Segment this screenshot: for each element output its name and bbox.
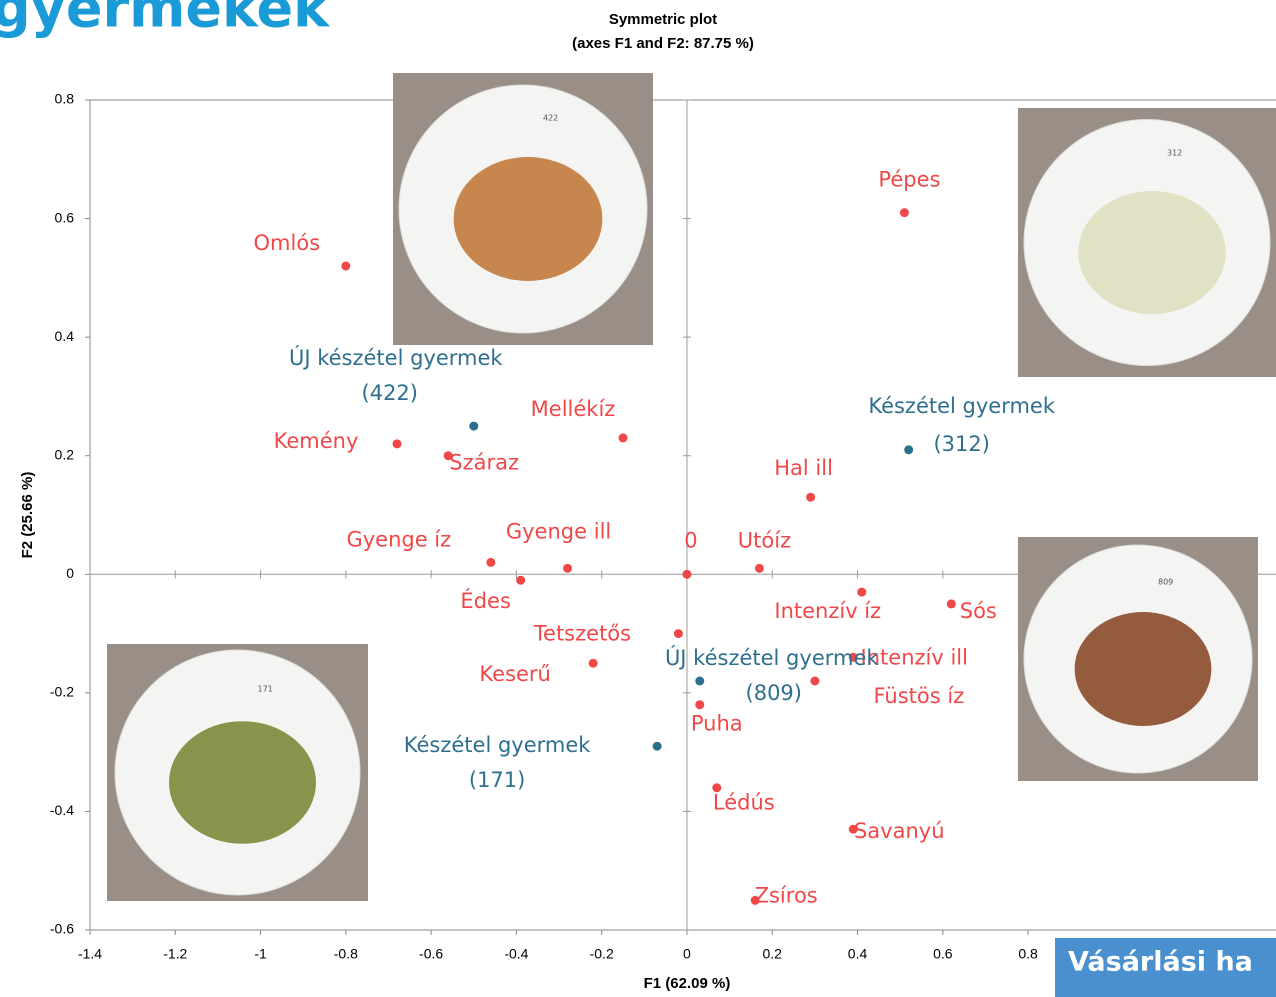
point	[516, 575, 526, 585]
point	[682, 569, 692, 579]
point-label: Zsíros	[755, 883, 818, 907]
point-label: 0	[684, 528, 697, 552]
x-tick-label: -0.2	[590, 946, 614, 962]
y-tick-label: -0.2	[50, 684, 74, 700]
point	[563, 563, 573, 573]
point-label: Hal ill	[774, 456, 833, 480]
point-label: Édes	[460, 588, 510, 613]
point-label: ÚJ készétel gyermek	[665, 645, 879, 670]
point	[652, 741, 662, 751]
point	[857, 587, 867, 597]
point-label: (422)	[362, 381, 418, 405]
point	[695, 676, 705, 686]
point-label: Intenzív ill	[861, 645, 968, 669]
point-label: Pépes	[878, 168, 940, 192]
y-tick-label: -0.6	[50, 921, 74, 937]
point-label: Kemény	[274, 429, 359, 453]
x-tick-label: 0.8	[1018, 946, 1038, 962]
point-label: Füstös íz	[874, 684, 965, 708]
point	[904, 445, 914, 455]
photo-label: 171	[258, 685, 273, 694]
photo-label: 422	[543, 114, 558, 123]
point	[588, 658, 598, 668]
y-tick-label: 0.4	[55, 328, 75, 344]
food	[1074, 612, 1212, 726]
x-tick-label: -0.4	[504, 946, 528, 962]
point	[712, 783, 722, 793]
x-tick-label: -0.6	[419, 946, 443, 962]
point-label: (809)	[746, 681, 802, 705]
slide-title: gyermekek	[0, 0, 330, 40]
chart-subtitle: (axes F1 and F2: 87.75 %)	[572, 35, 754, 52]
point-label: Omlós	[254, 231, 321, 255]
x-tick-label: -0.8	[334, 946, 358, 962]
x-tick-label: -1	[254, 946, 267, 962]
point	[806, 492, 816, 502]
y-tick-label: 0	[66, 565, 74, 581]
point-label: (171)	[469, 768, 525, 792]
point-label: Utóíz	[738, 528, 791, 552]
point-label: Lédús	[713, 791, 775, 815]
x-tick-label: 0.6	[933, 946, 953, 962]
point	[750, 895, 760, 905]
point-label: Száraz	[449, 451, 519, 475]
x-tick-label: -1.4	[78, 946, 102, 962]
point	[618, 433, 628, 443]
footer-box	[1055, 938, 1276, 997]
point	[392, 439, 402, 449]
point	[341, 261, 351, 271]
photo-label: 809	[1158, 578, 1173, 587]
point	[899, 208, 909, 218]
x-tick-label: -1.2	[163, 946, 187, 962]
y-tick-label: 0.2	[55, 446, 75, 462]
point-label: Készétel gyermek	[868, 394, 1056, 418]
x-tick-label: 0.2	[763, 946, 783, 962]
point-label: Keserű	[479, 662, 550, 686]
y-tick-label: 0.6	[55, 209, 75, 225]
point	[673, 629, 683, 639]
point-label: Sós	[960, 599, 997, 623]
point	[848, 824, 858, 834]
point-label: Gyenge ill	[506, 519, 611, 543]
food	[453, 157, 603, 281]
chart-title: Symmetric plot	[609, 11, 717, 28]
food	[1078, 191, 1226, 314]
point-label: Mellékíz	[531, 397, 616, 421]
y-tick-label: -0.4	[50, 802, 74, 818]
point-label: Puha	[691, 712, 743, 736]
point-label: Készétel gyermek	[404, 733, 592, 757]
x-tick-label: 0.4	[848, 946, 868, 962]
point-label: (312)	[933, 432, 989, 456]
point	[754, 563, 764, 573]
point	[486, 557, 496, 567]
point-label: Savanyú	[854, 819, 945, 843]
food	[169, 721, 316, 844]
point	[810, 676, 820, 686]
x-tick-label: 0	[683, 946, 691, 962]
y-tick-label: 0.8	[55, 91, 75, 107]
point-label: ÚJ készétel gyermek	[289, 345, 503, 370]
point	[848, 652, 858, 662]
footer-text: Vásárlási ha	[1068, 947, 1253, 978]
point-label: Tetszetős	[533, 622, 631, 646]
y-axis-label: F2 (25.66 %)	[19, 472, 36, 559]
point	[469, 421, 479, 431]
x-axis-label: F1 (62.09 %)	[644, 975, 731, 992]
point-label: Intenzív íz	[774, 599, 881, 623]
point-label: Gyenge íz	[346, 527, 451, 551]
point	[443, 451, 453, 461]
photo-label: 312	[1167, 149, 1182, 158]
point	[695, 700, 705, 710]
point	[946, 599, 956, 609]
